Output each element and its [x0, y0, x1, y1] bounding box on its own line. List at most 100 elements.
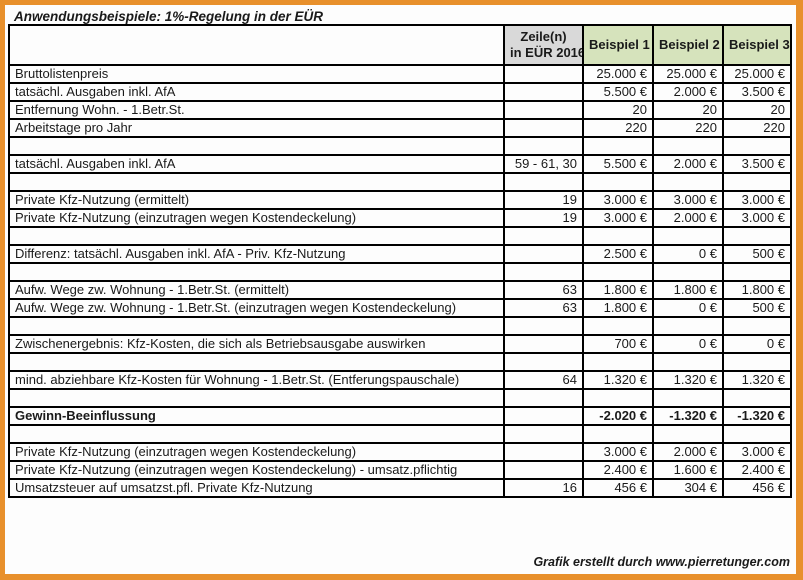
row-value-beispiel-3 — [722, 352, 792, 372]
row-value-beispiel-3: 1.800 € — [722, 280, 792, 300]
row-value-beispiel-1 — [582, 388, 654, 408]
row-value-beispiel-2 — [652, 316, 724, 336]
row-zeile-cell — [503, 406, 584, 426]
row-value-beispiel-1: 2.500 € — [582, 244, 654, 264]
row-value-beispiel-1 — [582, 316, 654, 336]
eur-examples-table: Zeile(n) in EÜR 2016 Beispiel 1 Beispiel … — [8, 24, 792, 498]
table-body: Bruttolistenpreis 25.000 € 25.000 € 25.0… — [8, 64, 792, 498]
row-value-beispiel-2: 1.320 € — [652, 370, 724, 390]
row-value-beispiel-2: 20 — [652, 100, 724, 120]
row-label: mind. abziehbare Kfz-Kosten für Wohnung … — [8, 370, 505, 390]
col-header-beispiel-3: Beispiel 3 — [722, 24, 792, 66]
row-label: Arbeitstage pro Jahr — [8, 118, 505, 138]
row-value-beispiel-3: 3.000 € — [722, 208, 792, 228]
row-label: tatsächl. Ausgaben inkl. AfA — [8, 82, 505, 102]
table-row — [8, 424, 792, 444]
row-zeile-cell — [503, 442, 584, 462]
table-row — [8, 388, 792, 408]
row-zeile-cell — [503, 262, 584, 282]
table-row: Zwischenergebnis: Kfz-Kosten, die sich a… — [8, 334, 792, 354]
row-value-beispiel-3 — [722, 388, 792, 408]
row-zeile-cell — [503, 172, 584, 192]
row-value-beispiel-1 — [582, 226, 654, 246]
row-value-beispiel-2: -1.320 € — [652, 406, 724, 426]
row-value-beispiel-2: 2.000 € — [652, 442, 724, 462]
table-row: Private Kfz-Nutzung (einzutragen wegen K… — [8, 208, 792, 228]
row-value-beispiel-2: 0 € — [652, 334, 724, 354]
row-value-beispiel-1: 5.500 € — [582, 154, 654, 174]
row-zeile-cell — [503, 388, 584, 408]
col-header-beispiel-1: Beispiel 1 — [582, 24, 654, 66]
row-label — [8, 352, 505, 372]
row-label: Aufw. Wege zw. Wohnung - 1.Betr.St. (erm… — [8, 280, 505, 300]
col-header-beispiel-2: Beispiel 2 — [652, 24, 724, 66]
row-value-beispiel-1: 1.320 € — [582, 370, 654, 390]
row-value-beispiel-1: 3.000 € — [582, 442, 654, 462]
row-value-beispiel-3 — [722, 226, 792, 246]
row-value-beispiel-3: -1.320 € — [722, 406, 792, 426]
row-zeile-cell: 63 — [503, 298, 584, 318]
row-value-beispiel-3: 220 — [722, 118, 792, 138]
row-value-beispiel-3: 1.320 € — [722, 370, 792, 390]
row-value-beispiel-3 — [722, 424, 792, 444]
row-label — [8, 262, 505, 282]
row-value-beispiel-2: 0 € — [652, 298, 724, 318]
row-value-beispiel-1: 20 — [582, 100, 654, 120]
row-value-beispiel-2: 2.000 € — [652, 208, 724, 228]
table-row — [8, 352, 792, 372]
row-zeile-cell — [503, 244, 584, 264]
row-value-beispiel-2: 1.600 € — [652, 460, 724, 480]
row-value-beispiel-3 — [722, 262, 792, 282]
row-zeile-cell — [503, 118, 584, 138]
row-zeile-cell — [503, 460, 584, 480]
row-zeile-cell: 19 — [503, 190, 584, 210]
row-value-beispiel-3: 3.000 € — [722, 190, 792, 210]
row-zeile-cell — [503, 334, 584, 354]
row-zeile-cell: 16 — [503, 478, 584, 498]
row-value-beispiel-1: -2.020 € — [582, 406, 654, 426]
row-zeile-cell — [503, 424, 584, 444]
row-value-beispiel-3 — [722, 172, 792, 192]
row-value-beispiel-1: 700 € — [582, 334, 654, 354]
row-value-beispiel-3 — [722, 316, 792, 336]
row-value-beispiel-1: 456 € — [582, 478, 654, 498]
row-value-beispiel-2 — [652, 226, 724, 246]
row-value-beispiel-1: 25.000 € — [582, 64, 654, 84]
row-label — [8, 172, 505, 192]
table-row: Umsatzsteuer auf umsatzst.pfl. Private K… — [8, 478, 792, 498]
table-row — [8, 172, 792, 192]
row-value-beispiel-3: 20 — [722, 100, 792, 120]
row-value-beispiel-2 — [652, 172, 724, 192]
row-zeile-cell — [503, 352, 584, 372]
row-value-beispiel-2: 0 € — [652, 244, 724, 264]
col-header-zeile-line2: in EÜR 2016 — [510, 45, 583, 60]
row-value-beispiel-2 — [652, 262, 724, 282]
row-label — [8, 136, 505, 156]
row-value-beispiel-1: 3.000 € — [582, 208, 654, 228]
table-row: tatsächl. Ausgaben inkl. AfA 59 - 61, 30… — [8, 154, 792, 174]
row-value-beispiel-2 — [652, 136, 724, 156]
row-label: Entfernung Wohn. - 1.Betr.St. — [8, 100, 505, 120]
row-value-beispiel-2: 1.800 € — [652, 280, 724, 300]
row-label: Private Kfz-Nutzung (einzutragen wegen K… — [8, 460, 505, 480]
row-zeile-cell: 19 — [503, 208, 584, 228]
table-row — [8, 226, 792, 246]
row-value-beispiel-3: 2.400 € — [722, 460, 792, 480]
row-label: Private Kfz-Nutzung (einzutragen wegen K… — [8, 208, 505, 228]
col-header-zeile: Zeile(n) in EÜR 2016 — [503, 24, 584, 66]
row-zeile-cell — [503, 226, 584, 246]
row-label: Umsatzsteuer auf umsatzst.pfl. Private K… — [8, 478, 505, 498]
table-row: Differenz: tatsächl. Ausgaben inkl. AfA … — [8, 244, 792, 264]
page-title: Anwendungsbeispiele: 1%-Regelung in der … — [14, 9, 324, 24]
row-label — [8, 388, 505, 408]
table-row: mind. abziehbare Kfz-Kosten für Wohnung … — [8, 370, 792, 390]
row-value-beispiel-3: 25.000 € — [722, 64, 792, 84]
row-label: Gewinn-Beeinflussung — [8, 406, 505, 426]
row-value-beispiel-1 — [582, 136, 654, 156]
row-label: Differenz: tatsächl. Ausgaben inkl. AfA … — [8, 244, 505, 264]
row-label: Zwischenergebnis: Kfz-Kosten, die sich a… — [8, 334, 505, 354]
row-zeile-cell — [503, 82, 584, 102]
row-value-beispiel-1 — [582, 424, 654, 444]
header-row: Zeile(n) in EÜR 2016 Beispiel 1 Beispiel … — [8, 24, 792, 66]
